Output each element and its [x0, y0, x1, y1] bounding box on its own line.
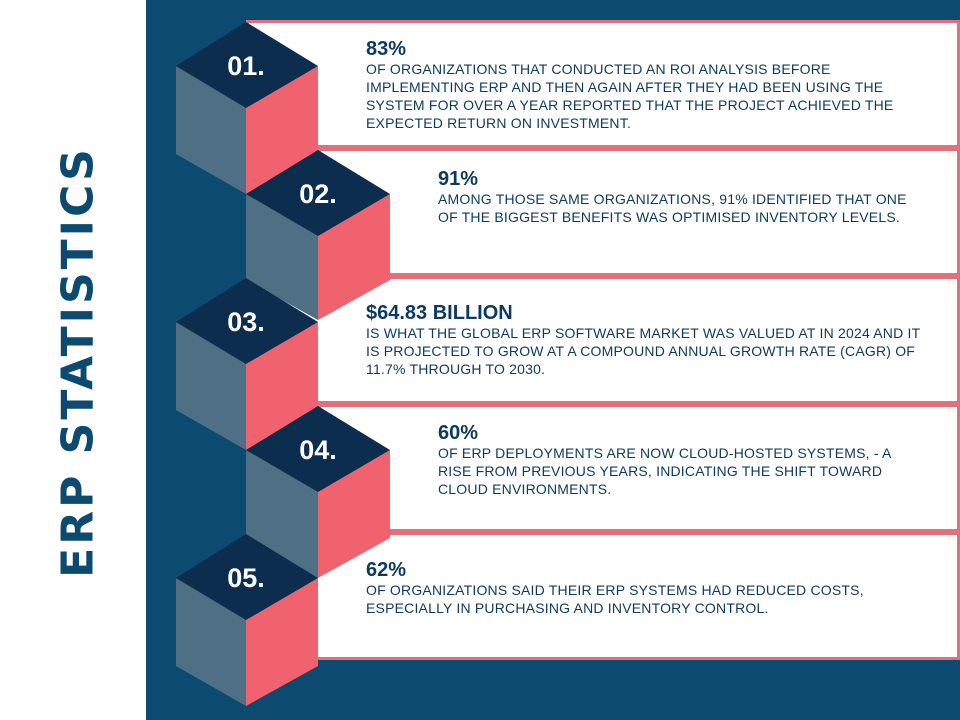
stat-description-3: IS WHAT THE GLOBAL ERP SOFTWARE MARKET W… — [366, 325, 921, 377]
stat-description-2: AMONG THOSE SAME ORGANIZATIONS, 91% IDEN… — [438, 191, 907, 225]
stat-number-5: 05. — [227, 563, 265, 593]
stat-description-1: OF ORGANIZATIONS THAT CONDUCTED AN ROI A… — [366, 61, 894, 131]
stat-number-3: 03. — [227, 307, 265, 337]
stat-card-2 — [318, 148, 960, 276]
stat-card-3 — [246, 276, 960, 404]
stat-value-1: 83% — [366, 38, 407, 60]
stat-text-4: 60% OF ERP DEPLOYMENTS ARE NOW CLOUD-HOS… — [438, 422, 928, 498]
stat-value-5: 62% — [366, 559, 407, 581]
stat-description-5: OF ORGANIZATIONS SAID THEIR ERP SYSTEMS … — [366, 582, 864, 616]
stat-description-4: OF ERP DEPLOYMENTS ARE NOW CLOUD-HOSTED … — [438, 445, 891, 497]
stat-value-2: 91% — [438, 168, 479, 190]
stat-number-1: 01. — [227, 51, 265, 81]
stat-card-4 — [318, 404, 960, 532]
stat-value-3: $64.83 BILLION — [366, 302, 513, 324]
stat-text-2: 91% AMONG THOSE SAME ORGANIZATIONS, 91% … — [438, 168, 908, 226]
cube-2 — [246, 150, 390, 320]
cube-5 — [176, 534, 318, 706]
stat-number-4: 04. — [299, 435, 337, 465]
stat-text-5: 62% OF ORGANIZATIONS SAID THEIR ERP SYST… — [366, 559, 926, 617]
stat-text-3: $64.83 BILLION IS WHAT THE GLOBAL ERP SO… — [366, 302, 926, 378]
cube-1 — [176, 22, 318, 194]
stat-number-2: 02. — [299, 179, 337, 209]
stat-card-1 — [246, 20, 960, 148]
stat-text-1: 83% OF ORGANIZATIONS THAT CONDUCTED AN R… — [366, 38, 926, 132]
stat-value-4: 60% — [438, 422, 479, 444]
